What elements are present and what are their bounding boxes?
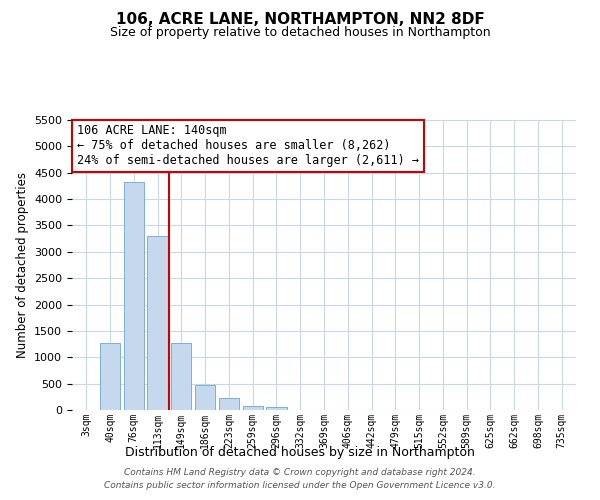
Y-axis label: Number of detached properties: Number of detached properties bbox=[16, 172, 29, 358]
Text: Distribution of detached houses by size in Northampton: Distribution of detached houses by size … bbox=[125, 446, 475, 459]
Bar bbox=[124, 182, 144, 410]
Text: Contains HM Land Registry data © Crown copyright and database right 2024.: Contains HM Land Registry data © Crown c… bbox=[124, 468, 476, 477]
Text: Size of property relative to detached houses in Northampton: Size of property relative to detached ho… bbox=[110, 26, 490, 39]
Bar bbox=[148, 236, 167, 410]
Bar bbox=[100, 343, 120, 410]
Text: 106, ACRE LANE, NORTHAMPTON, NN2 8DF: 106, ACRE LANE, NORTHAMPTON, NN2 8DF bbox=[116, 12, 484, 28]
Bar bbox=[171, 342, 191, 410]
Bar bbox=[219, 398, 239, 410]
Bar bbox=[195, 384, 215, 410]
Bar bbox=[266, 408, 287, 410]
Text: 106 ACRE LANE: 140sqm
← 75% of detached houses are smaller (8,262)
24% of semi-d: 106 ACRE LANE: 140sqm ← 75% of detached … bbox=[77, 124, 419, 168]
Text: Contains public sector information licensed under the Open Government Licence v3: Contains public sector information licen… bbox=[104, 482, 496, 490]
Bar bbox=[242, 406, 263, 410]
